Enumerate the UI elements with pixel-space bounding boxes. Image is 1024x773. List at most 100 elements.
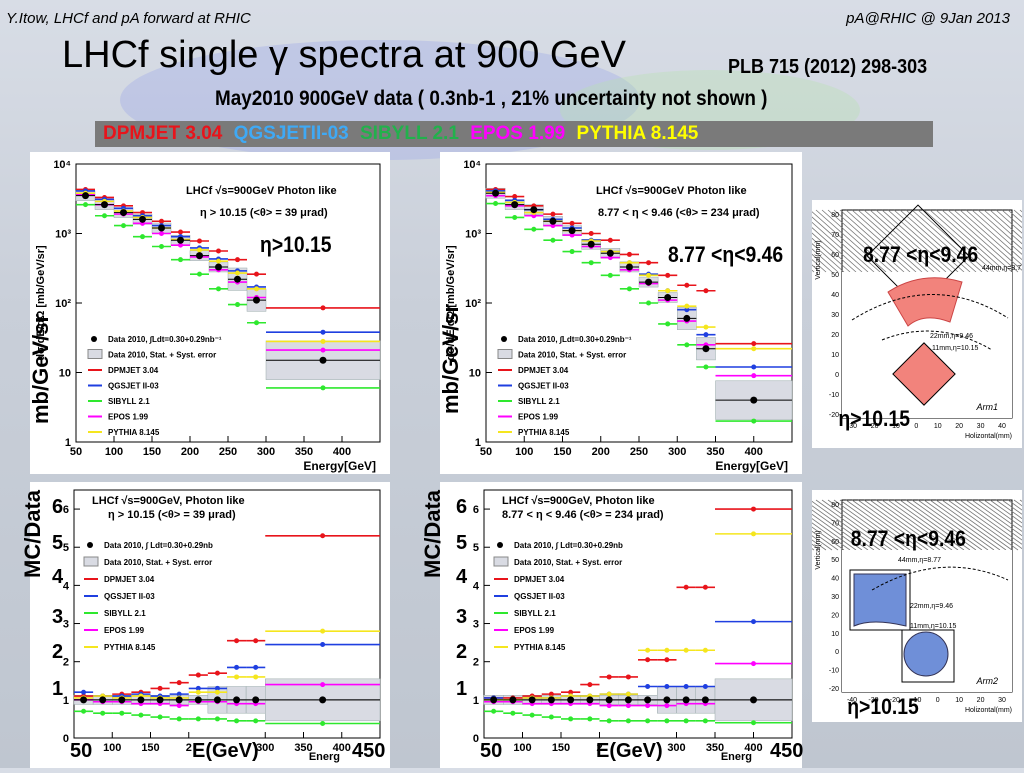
model-point xyxy=(683,584,689,590)
model-point xyxy=(751,720,756,726)
annotation-large-eta: η>10.15 xyxy=(260,232,332,257)
hatch-line xyxy=(851,209,923,273)
y-tick-label: 10⁴ xyxy=(53,159,71,171)
annotation-small-eta: 8.77 <η<9.46 xyxy=(668,242,784,267)
data-point xyxy=(511,201,519,209)
x-tick-label: 20 xyxy=(955,423,963,430)
y-tick-label: 50 xyxy=(831,557,839,564)
data-point xyxy=(625,263,633,271)
y-tick-label: 1 xyxy=(473,695,479,707)
large-eta-region xyxy=(903,631,949,677)
big-ytick-left: 6 xyxy=(52,496,64,518)
model-point xyxy=(320,642,326,648)
legend-marker-data xyxy=(91,336,97,342)
ring-22mm xyxy=(881,330,993,351)
y-tick-label: 70 xyxy=(831,520,839,527)
plot-frame xyxy=(73,489,381,739)
model-point xyxy=(665,321,671,327)
model-point xyxy=(320,682,326,688)
x-tick-label: 2 xyxy=(186,742,192,754)
big-ytick-right: 5 xyxy=(456,532,468,554)
data-point xyxy=(547,696,555,704)
model-point xyxy=(197,238,202,244)
x-tick-label: 50 xyxy=(70,446,82,458)
model-point xyxy=(703,324,709,330)
model-point xyxy=(320,721,326,727)
big-ylabel-spectrum-right: mb/GeV/sr xyxy=(438,303,463,414)
x-tick-label: 200 xyxy=(181,446,199,458)
ratio-panel-small-eta: 100 150 2 300 350 400 6 5 4 3 2 1 0 Energ LHCf √s=900G… xyxy=(440,482,802,768)
eta-cut-label: 8.77 < η < 9.46 (<θ> = 234 μrad) xyxy=(502,509,664,521)
x-tick-label: 30 xyxy=(977,423,985,430)
hatch-line xyxy=(893,209,965,273)
small-tower xyxy=(892,342,956,406)
data-point xyxy=(644,696,652,704)
model-point xyxy=(83,202,88,208)
model-point xyxy=(626,251,632,257)
model-point xyxy=(253,718,259,724)
model-point xyxy=(645,718,651,724)
model-point xyxy=(254,286,259,292)
model-label-pythia: PYTHIA 8.145 xyxy=(576,123,699,144)
x-tick-label: 0 xyxy=(914,423,918,430)
x-tick-label: 100 xyxy=(515,446,533,458)
x-tick-label: 10 xyxy=(934,423,942,430)
big-xtick-450-left: 450 xyxy=(352,740,386,762)
big-ytick-right: 1 xyxy=(456,678,468,700)
data-point xyxy=(139,215,146,223)
x-tick-label: 350 xyxy=(706,446,724,458)
x-tick-label: 150 xyxy=(552,742,570,754)
model-point xyxy=(197,247,202,253)
x-tick-label: 400 xyxy=(333,446,351,458)
y-tick-label: 10² xyxy=(55,298,71,310)
model-point xyxy=(102,213,107,219)
plot-frame xyxy=(483,489,793,739)
hatch-line xyxy=(875,209,947,273)
x-tick-label: 10 xyxy=(955,697,963,704)
model-point xyxy=(683,683,689,689)
hatch-line xyxy=(839,209,911,273)
legend-label: PYTHIA 8.145 xyxy=(104,643,156,652)
eta-small-label: 8.77 <η<9.46 xyxy=(851,527,966,551)
x-tick-label: 300 xyxy=(257,446,275,458)
y-tick-label: 0 xyxy=(835,372,839,379)
data-point xyxy=(253,296,260,304)
model-point xyxy=(81,708,87,714)
hatch-line xyxy=(833,499,905,551)
x-tick-label: -10 xyxy=(890,423,900,430)
model-point xyxy=(214,685,220,691)
data-point xyxy=(568,227,576,235)
data-point xyxy=(490,696,498,704)
model-point xyxy=(702,647,708,653)
data-point xyxy=(701,696,709,704)
slide-subtitle: May2010 900GeV data ( 0.3nb-1 , 21% unce… xyxy=(215,87,768,110)
hatch-line xyxy=(887,499,959,551)
model-point xyxy=(176,691,182,697)
model-point xyxy=(550,237,556,243)
legend-label: Data 2010, Stat. + Syst. error xyxy=(518,351,626,360)
big-xlabel-right: E(GeV) xyxy=(596,740,663,762)
legend-label: SIBYLL 2.1 xyxy=(104,609,146,618)
data-point xyxy=(606,249,614,257)
model-point xyxy=(664,657,670,663)
model-point xyxy=(606,691,612,697)
data-point xyxy=(99,696,107,704)
data-point xyxy=(213,696,221,704)
y-tick-label: 6 xyxy=(63,504,69,516)
x-tick-label: 250 xyxy=(630,446,648,458)
model-point xyxy=(214,689,220,695)
model-point xyxy=(665,288,671,294)
model-point xyxy=(569,249,575,255)
hatch-line xyxy=(917,499,989,551)
legend-marker-syst xyxy=(493,556,509,567)
ring-label: 22mm,η=9.46 xyxy=(930,333,973,340)
x-tick-label: -30 xyxy=(847,423,857,430)
y-tick-label: 10² xyxy=(465,298,481,310)
y-tick-label: 4 xyxy=(63,580,70,592)
slide-title: LHCf single γ spectra at 900 GeV xyxy=(62,34,626,76)
ratio-chart-large-eta: 100 150 2 300 350 400 6 5 4 3 2 1 0 Energ LHCf √s=900G… xyxy=(63,489,381,763)
model-point xyxy=(178,229,183,235)
hatch-line xyxy=(839,499,911,551)
y-tick-label: -10 xyxy=(829,668,839,675)
hatch-line xyxy=(923,209,995,273)
